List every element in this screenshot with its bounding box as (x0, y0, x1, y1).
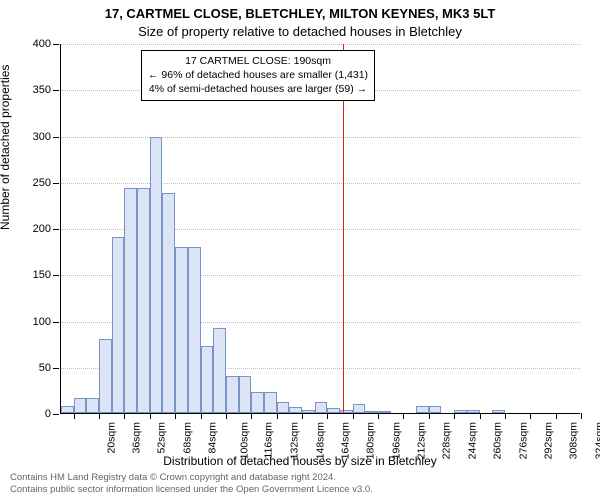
y-tick (53, 229, 59, 230)
histogram-bar (61, 406, 74, 413)
histogram-bar (365, 411, 378, 413)
x-tick-label: 36sqm (131, 422, 143, 454)
y-tick (53, 275, 59, 276)
x-tick-label: 68sqm (181, 422, 193, 454)
x-tick (226, 413, 227, 419)
y-tick-label: 0 (45, 408, 51, 420)
histogram-bar (454, 410, 467, 413)
x-tick (353, 413, 354, 419)
x-tick (201, 413, 202, 419)
y-tick-label: 250 (33, 177, 51, 189)
histogram-bar (150, 137, 163, 413)
y-tick (53, 44, 59, 45)
histogram-bar (137, 188, 150, 413)
y-tick-label: 300 (33, 131, 51, 143)
histogram-bar (340, 410, 353, 413)
histogram-bar (201, 346, 214, 413)
x-tick (124, 413, 125, 419)
plot-area: 05010015020025030035040020sqm36sqm52sqm6… (60, 44, 580, 414)
x-tick-label: 84sqm (207, 422, 219, 454)
histogram-bar (416, 406, 429, 413)
annotation-line3: 4% of semi-detached houses are larger (5… (148, 82, 368, 96)
x-axis-label: Distribution of detached houses by size … (0, 454, 600, 468)
y-tick-label: 50 (39, 362, 51, 374)
annotation-line1: 17 CARTMEL CLOSE: 190sqm (148, 54, 368, 68)
y-tick (53, 90, 59, 91)
footer-attribution: Contains HM Land Registry data © Crown c… (10, 472, 373, 496)
histogram-bar (277, 402, 290, 413)
annotation-line2: ← 96% of detached houses are smaller (1,… (148, 68, 368, 82)
histogram-bar (124, 188, 137, 413)
histogram-bar (289, 407, 302, 413)
x-tick (378, 413, 379, 419)
histogram-bar (315, 402, 328, 413)
histogram-bar (492, 410, 505, 413)
x-tick (251, 413, 252, 419)
x-tick (327, 413, 328, 419)
x-tick (175, 413, 176, 419)
x-tick (505, 413, 506, 419)
x-tick-label: 20sqm (105, 422, 117, 454)
histogram-bar (162, 193, 175, 413)
histogram-bar (74, 398, 87, 413)
histogram-bar (302, 410, 315, 413)
annotation-box: 17 CARTMEL CLOSE: 190sqm ← 96% of detach… (141, 50, 375, 101)
chart-subtitle: Size of property relative to detached ho… (0, 24, 600, 39)
histogram-bar (429, 406, 442, 413)
y-tick-label: 100 (33, 316, 51, 328)
y-tick-label: 350 (33, 84, 51, 96)
x-tick (530, 413, 531, 419)
x-tick (302, 413, 303, 419)
histogram-bar (112, 237, 125, 413)
histogram-bar (99, 339, 112, 413)
histogram-bar (378, 411, 391, 413)
y-tick (53, 368, 59, 369)
y-axis-label: Number of detached properties (0, 65, 12, 230)
x-tick (99, 413, 100, 419)
x-tick (556, 413, 557, 419)
y-tick (53, 137, 59, 138)
y-tick (53, 183, 59, 184)
x-tick (403, 413, 404, 419)
gridline (61, 44, 580, 45)
histogram-bar (239, 376, 252, 413)
y-tick-label: 200 (33, 223, 51, 235)
histogram-bar (264, 392, 277, 413)
y-tick-label: 400 (33, 38, 51, 50)
histogram-bar (327, 408, 340, 413)
gridline (61, 183, 580, 184)
x-tick (454, 413, 455, 419)
x-tick (150, 413, 151, 419)
x-tick (581, 413, 582, 419)
chart-title-address: 17, CARTMEL CLOSE, BLETCHLEY, MILTON KEY… (0, 6, 600, 21)
histogram-bar (467, 410, 480, 413)
x-tick-label: 52sqm (156, 422, 168, 454)
histogram-bar (175, 247, 188, 414)
footer-line2: Contains public sector information licen… (10, 484, 373, 496)
histogram-bar (353, 404, 366, 413)
footer-line1: Contains HM Land Registry data © Crown c… (10, 472, 373, 484)
histogram-bar (251, 392, 264, 413)
histogram-bar (188, 247, 201, 414)
histogram-bar (226, 376, 239, 413)
histogram-bar (86, 398, 99, 413)
y-tick-label: 150 (33, 269, 51, 281)
gridline (61, 137, 580, 138)
histogram-bar (213, 328, 226, 413)
chart-container: 17, CARTMEL CLOSE, BLETCHLEY, MILTON KEY… (0, 0, 600, 500)
x-tick (429, 413, 430, 419)
x-tick (74, 413, 75, 419)
y-tick (53, 414, 59, 415)
x-tick (480, 413, 481, 419)
x-tick (277, 413, 278, 419)
y-tick (53, 322, 59, 323)
